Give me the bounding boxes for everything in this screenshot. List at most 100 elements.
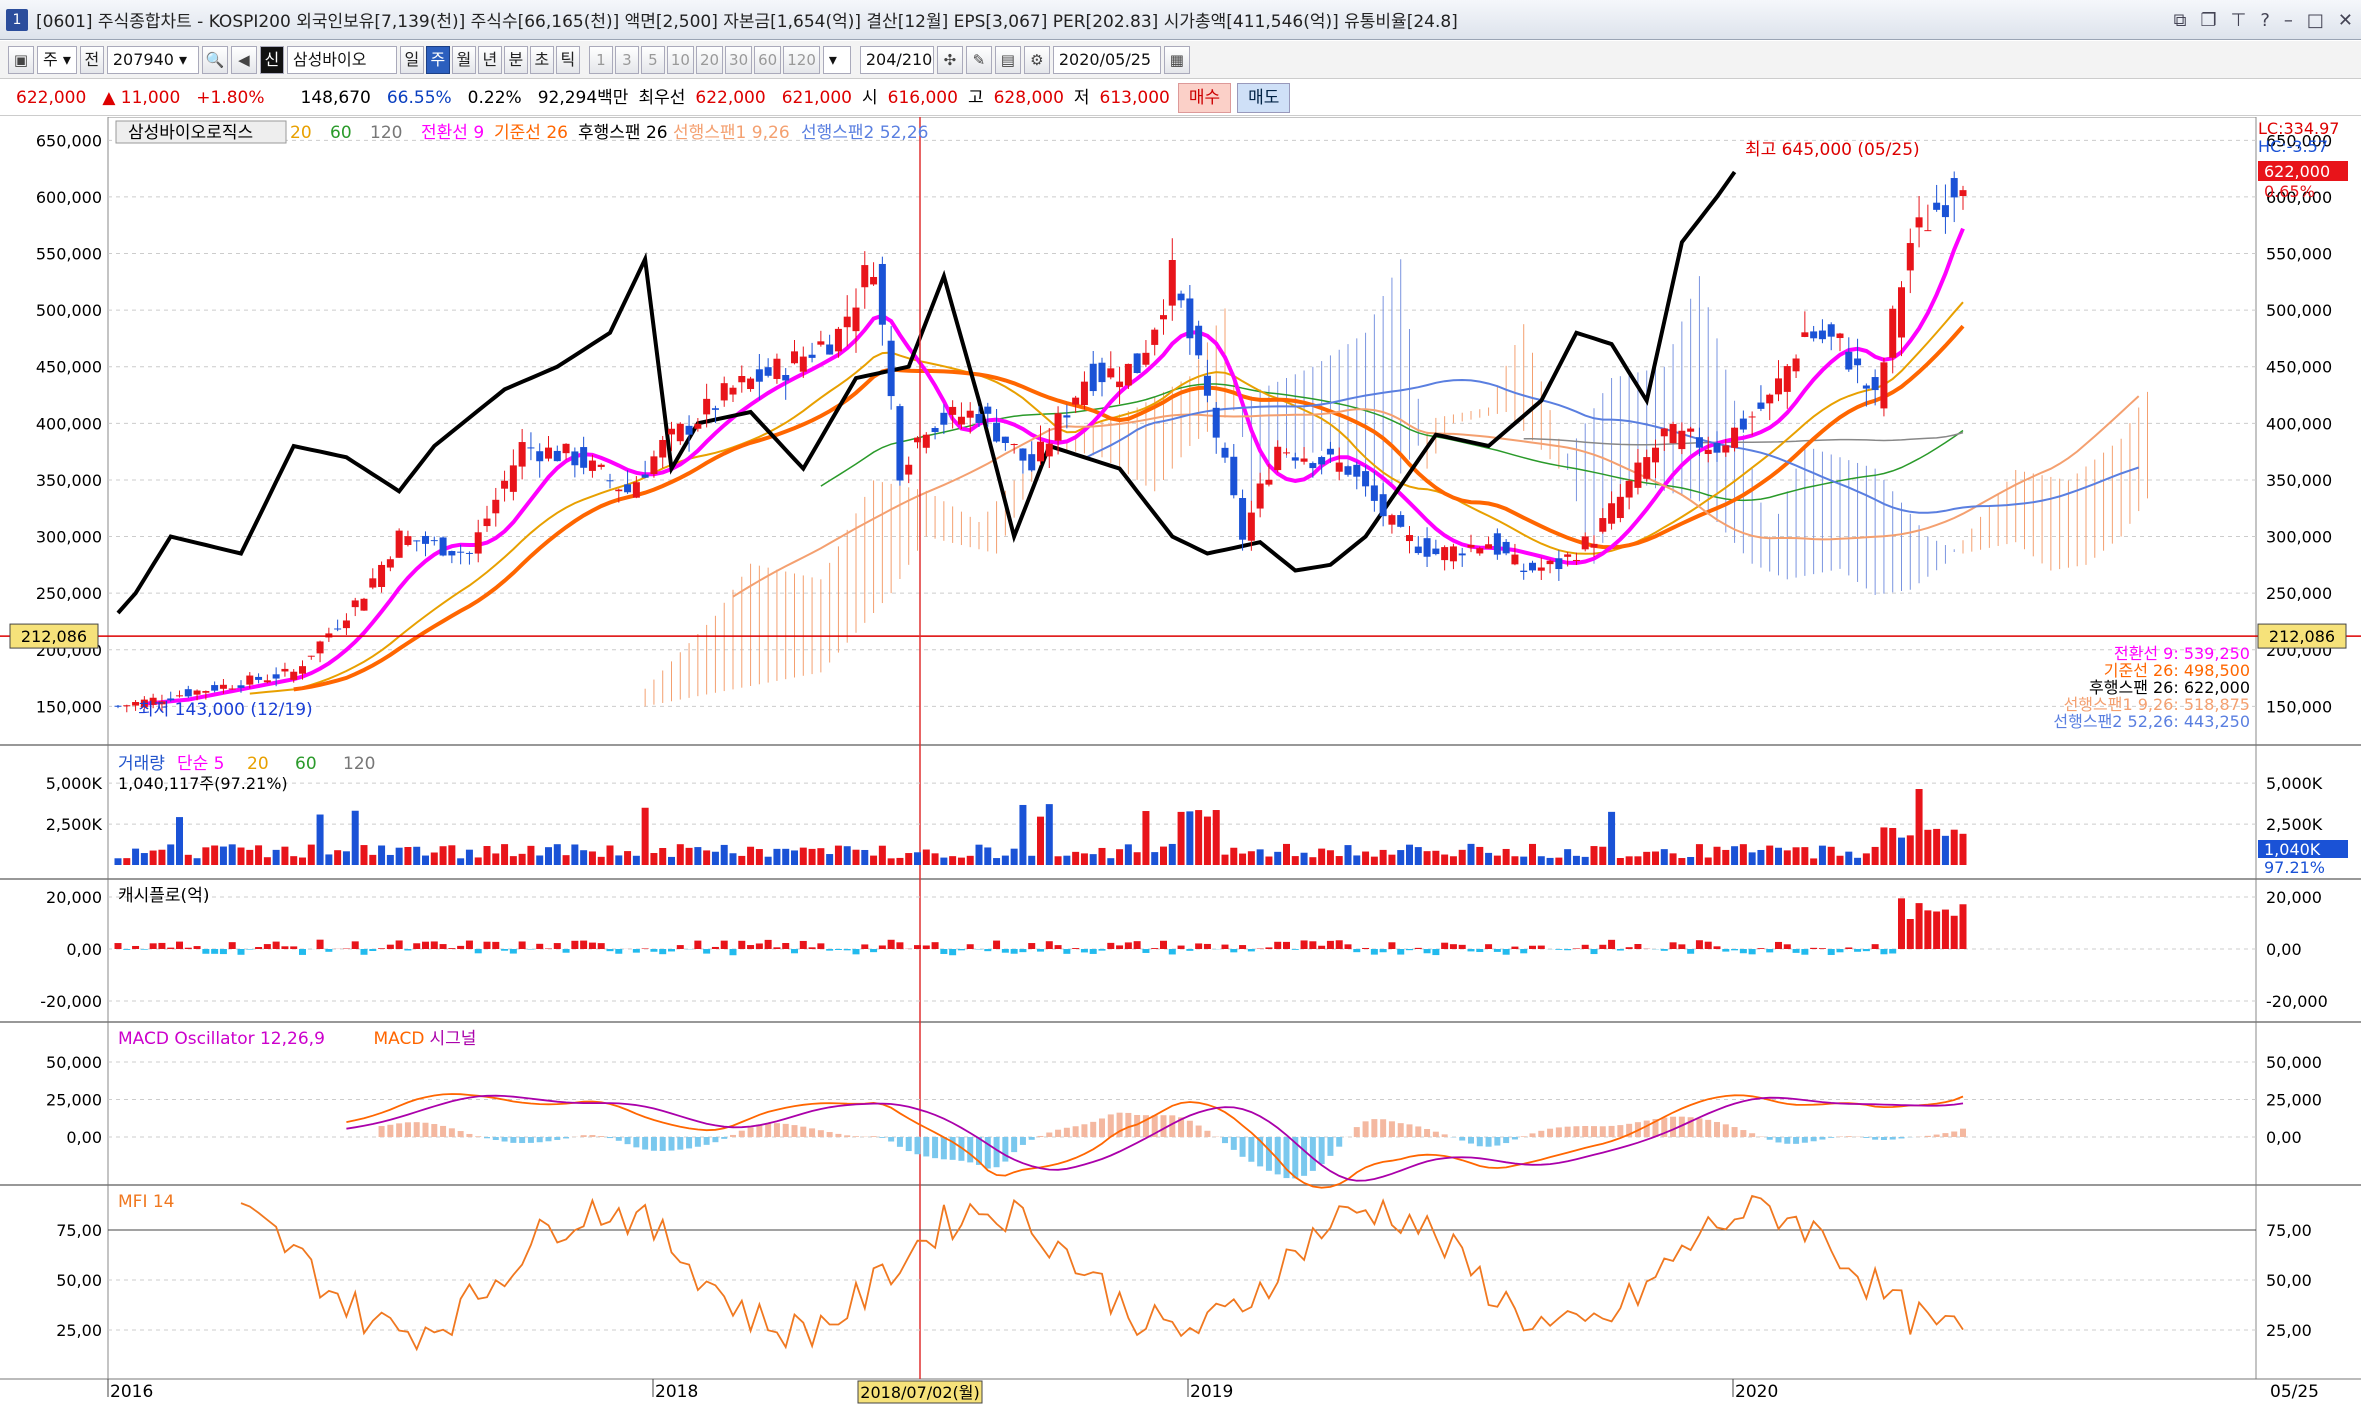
stock-name: 삼성바이오 (286, 45, 397, 74)
period-tab-4[interactable]: 분 (503, 45, 528, 74)
volume-bar (1406, 844, 1413, 865)
candle-body (1871, 377, 1879, 391)
interval-button-10[interactable]: 10 (666, 45, 694, 74)
macd-osc-bar (1028, 1137, 1035, 1140)
candle-body (1045, 443, 1053, 457)
period-tab-1[interactable]: 주 (425, 45, 450, 74)
volume-bar (1362, 851, 1370, 865)
macd-osc-bar (1538, 1130, 1545, 1137)
interval-button-120[interactable]: 120 (783, 45, 820, 74)
cashflow-bar (228, 942, 236, 949)
cashflow-bar (1485, 944, 1493, 949)
volume-bar (1889, 827, 1897, 865)
volume-bar (949, 856, 957, 865)
candle-body (1687, 428, 1695, 432)
period-tab-0[interactable]: 일 (399, 45, 424, 74)
buy-button[interactable]: 매수 (1177, 82, 1232, 113)
cashflow-bar (1177, 945, 1185, 949)
volume-bar (1555, 857, 1563, 865)
cashflow-bar (773, 947, 781, 949)
volume-bar (325, 854, 333, 865)
tile-icon[interactable]: ⧉ (2173, 9, 2187, 31)
volume-bar (1572, 855, 1580, 865)
layout-icon[interactable]: ▣ (8, 45, 34, 74)
window-number[interactable]: 1 (6, 8, 28, 31)
candle-body (492, 499, 500, 514)
macd-osc-bar (765, 1123, 772, 1137)
volume-bar (1748, 852, 1756, 865)
cashflow-bar (1827, 949, 1835, 955)
vol-tick-right: 2,500K (2266, 815, 2323, 834)
cashflow-bar (299, 949, 306, 955)
interval-button-1[interactable]: 1 (588, 45, 613, 74)
interval-button-30[interactable]: 30 (725, 45, 753, 74)
draw-icon[interactable]: ✎ (965, 45, 992, 74)
prev-button[interactable]: 전 (79, 45, 104, 74)
close-icon[interactable]: ✕ (2337, 9, 2353, 31)
cashflow-bar (1581, 944, 1589, 949)
data-count[interactable]: 204/210 (859, 45, 934, 74)
candle-body (1283, 452, 1290, 454)
unit-select[interactable]: 주 ▾ (37, 45, 77, 74)
volume-bar (527, 845, 535, 865)
help-icon[interactable]: ? (2260, 9, 2270, 31)
period-tab-6[interactable]: 틱 (555, 45, 580, 74)
speaker-icon[interactable]: ◀ (230, 45, 257, 74)
cashflow-bar (1599, 944, 1607, 949)
candle-body (773, 358, 781, 379)
interval-button-60[interactable]: 60 (754, 45, 782, 74)
stock-chart[interactable]: 650,000 650,000 600,000 600,000 550,000 550,0… (0, 117, 2361, 1404)
cashflow-bar (1511, 946, 1519, 949)
macd-osc-bar (633, 1137, 640, 1148)
period-tab-5[interactable]: 초 (529, 45, 554, 74)
macd-osc-bar (923, 1137, 930, 1157)
volume-bar (483, 846, 491, 865)
zoom-icon[interactable]: ✣ (936, 45, 963, 74)
calendar-icon[interactable]: ▦ (1163, 45, 1190, 74)
lagging-span (116, 170, 1737, 615)
cashflow-bar (641, 948, 649, 949)
macd-osc-bar (1819, 1137, 1826, 1140)
search-icon[interactable]: 🔍 (201, 45, 228, 74)
cashflow-bar (1001, 949, 1009, 953)
macd-osc-bar (826, 1132, 833, 1137)
candle-body (782, 375, 790, 381)
cashflow-bar (193, 946, 201, 949)
candle-body (1028, 454, 1036, 471)
sell-button[interactable]: 매도 (1237, 82, 1291, 113)
volume-bar (1792, 847, 1800, 865)
period-tab-2[interactable]: 월 (451, 45, 476, 74)
stock-code-input[interactable]: 207940 ▾ (106, 45, 199, 74)
settings-icon[interactable]: ⚙ (1023, 45, 1050, 74)
macd-osc-bar (1793, 1137, 1800, 1144)
candle-body (1449, 546, 1457, 562)
macd-osc-bar (1951, 1131, 1958, 1137)
cashflow-bar (694, 940, 702, 949)
period-tab-3[interactable]: 년 (477, 45, 502, 74)
interval-select[interactable]: ▾ (822, 45, 851, 74)
minimize-icon[interactable]: – (2283, 9, 2293, 31)
cashflow-bar (509, 949, 517, 954)
interval-button-5[interactable]: 5 (640, 45, 665, 74)
macd-osc-bar (1731, 1127, 1738, 1137)
volume-bar (1212, 810, 1220, 865)
restore-icon[interactable]: ❐ (2200, 9, 2217, 31)
save-icon[interactable]: ▤ (994, 45, 1021, 74)
quote-bar: 622,000 ▲ 11,000 +1.80% 148,670 66.55% 0… (0, 80, 2361, 116)
maximize-icon[interactable]: □ (2306, 9, 2324, 31)
cashflow-bar (1010, 949, 1018, 954)
candle-body (1089, 363, 1097, 392)
volume-bar (1001, 855, 1009, 865)
macd-osc-bar (1714, 1121, 1720, 1137)
cashflow-bar (1221, 944, 1229, 949)
date-input[interactable]: 2020/05/25 (1052, 45, 1161, 74)
pin-icon[interactable]: ⊤ (2230, 9, 2247, 31)
interval-button-20[interactable]: 20 (695, 45, 724, 74)
volume-bar (1063, 855, 1071, 865)
interval-button-3[interactable]: 3 (614, 45, 639, 74)
candle-body (580, 447, 588, 468)
candle-body (1537, 567, 1545, 571)
volume-bar (773, 848, 781, 865)
cashflow-bar (597, 943, 605, 949)
candle-body (1493, 533, 1501, 555)
